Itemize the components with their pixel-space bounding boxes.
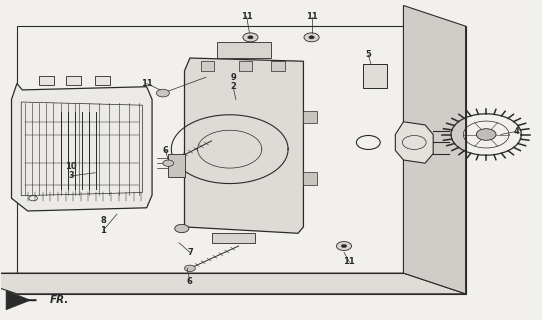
- Text: 6: 6: [187, 276, 193, 285]
- Text: 6: 6: [163, 146, 169, 155]
- Polygon shape: [403, 5, 466, 294]
- Circle shape: [157, 89, 169, 97]
- Text: 1: 1: [100, 226, 106, 235]
- Bar: [238, 61, 252, 71]
- Bar: [211, 233, 255, 243]
- Circle shape: [163, 160, 173, 166]
- Bar: [363, 64, 387, 88]
- Polygon shape: [11, 84, 152, 211]
- Polygon shape: [0, 273, 466, 294]
- Circle shape: [476, 129, 496, 140]
- Text: 10: 10: [65, 162, 77, 171]
- Text: 11: 11: [141, 79, 152, 88]
- Text: 7: 7: [187, 248, 193, 257]
- Polygon shape: [95, 76, 111, 85]
- Polygon shape: [66, 76, 81, 85]
- Bar: [217, 42, 271, 58]
- Text: 9: 9: [230, 73, 236, 82]
- Text: 2: 2: [230, 82, 236, 91]
- Bar: [304, 172, 317, 185]
- Text: 3: 3: [68, 172, 74, 180]
- Text: 11: 11: [344, 258, 355, 267]
- Bar: [168, 155, 184, 177]
- Circle shape: [248, 36, 253, 39]
- Bar: [271, 61, 285, 71]
- Circle shape: [175, 224, 189, 233]
- Circle shape: [337, 242, 352, 251]
- Circle shape: [304, 33, 319, 42]
- Polygon shape: [17, 26, 466, 294]
- Text: 4: 4: [514, 127, 520, 136]
- Circle shape: [243, 33, 258, 42]
- Text: 8: 8: [100, 216, 106, 225]
- Text: 11: 11: [241, 12, 253, 21]
- Circle shape: [184, 265, 195, 271]
- Text: 11: 11: [306, 12, 318, 21]
- Polygon shape: [6, 291, 30, 310]
- Polygon shape: [38, 76, 54, 85]
- Circle shape: [309, 36, 314, 39]
- Polygon shape: [184, 58, 304, 233]
- Polygon shape: [395, 122, 433, 163]
- Text: 5: 5: [365, 50, 371, 59]
- Bar: [201, 61, 214, 71]
- Circle shape: [341, 244, 347, 248]
- Bar: [304, 111, 317, 123]
- Text: FR.: FR.: [49, 295, 69, 305]
